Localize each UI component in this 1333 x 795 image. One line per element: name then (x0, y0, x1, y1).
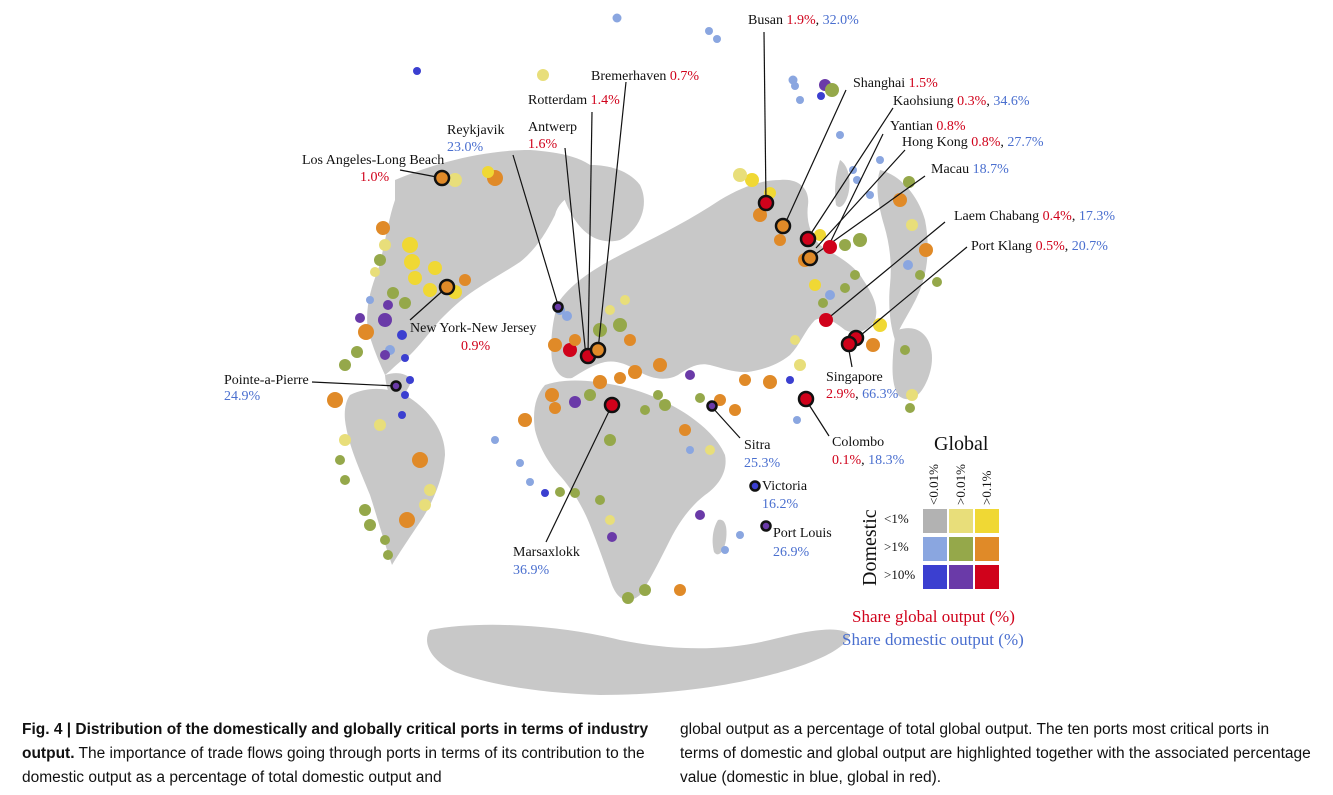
caption-column-left: Fig. 4 | Distribution of the domesticall… (22, 718, 654, 790)
svg-text:26.9%: 26.9% (773, 545, 810, 560)
port-marker-hong-kong[interactable] (801, 249, 819, 267)
svg-text:Rotterdam 1.4%: Rotterdam 1.4% (528, 93, 620, 108)
legend-row-1: <1% (884, 511, 909, 526)
greenland (559, 165, 644, 242)
svg-text:Reykjavik: Reykjavik (447, 123, 505, 138)
port-marker-port-louis[interactable] (760, 520, 772, 532)
svg-text:Hong Kong 0.8%, 27.7%: Hong Kong 0.8%, 27.7% (902, 135, 1044, 150)
legend-swatch-0-1 (949, 509, 973, 533)
port-marker-yantian[interactable] (823, 240, 837, 254)
svg-text:0.1%, 18.3%: 0.1%, 18.3% (832, 453, 905, 468)
eurasia (551, 179, 877, 379)
svg-text:1.0%: 1.0% (360, 170, 390, 185)
legend-swatch-2-0 (923, 565, 947, 589)
svg-text:Singapore: Singapore (826, 370, 883, 385)
svg-text:16.2%: 16.2% (762, 497, 799, 512)
svg-text:Los Angeles-Long Beach: Los Angeles-Long Beach (302, 153, 444, 168)
east-asia-islands (877, 170, 928, 340)
legend-swatch-0-0 (923, 509, 947, 533)
port-marker-marsaxlokk[interactable] (603, 396, 621, 414)
svg-text:23.0%: 23.0% (447, 140, 484, 155)
svg-text:24.9%: 24.9% (224, 389, 261, 404)
svg-text:Port Louis: Port Louis (773, 526, 832, 541)
australia (892, 328, 933, 400)
svg-text:Shanghai 1.5%: Shanghai 1.5% (853, 76, 938, 91)
svg-text:Port Klang 0.5%, 20.7%: Port Klang 0.5%, 20.7% (971, 239, 1108, 254)
port-marker-los-angeles[interactable] (433, 169, 451, 187)
legend-swatch-2-2 (975, 565, 999, 589)
port-marker-colombo[interactable] (797, 390, 815, 408)
svg-text:Colombo: Colombo (832, 435, 884, 450)
caption-figure-title: Fig. 4 | Distribution of the domesticall… (22, 721, 649, 762)
svg-text:Sitra: Sitra (744, 438, 771, 453)
north-america (367, 150, 600, 375)
legend-global-title: Global (934, 433, 989, 455)
port-marker-victoria[interactable] (749, 480, 761, 492)
caption-text-1: The importance of trade flows going thro… (22, 745, 645, 786)
legend-col-3: >0.1% (979, 470, 994, 505)
svg-text:Bremerhaven 0.7%: Bremerhaven 0.7% (591, 69, 699, 84)
svg-text:Antwerp: Antwerp (528, 120, 577, 135)
svg-text:Laem Chabang 0.4%, 17.3%: Laem Chabang 0.4%, 17.3% (954, 209, 1115, 224)
caption-column-right: global output as a percentage of total g… (680, 718, 1312, 790)
legend-swatch-2-1 (949, 565, 973, 589)
legend-color-grid (923, 509, 999, 589)
svg-text:New York-New Jersey: New York-New Jersey (410, 321, 536, 336)
port-marker-new-york[interactable] (438, 278, 456, 296)
africa (534, 380, 726, 601)
port-marker-reykjavik[interactable] (552, 301, 564, 313)
legend-col-2: >0.01% (953, 464, 968, 505)
svg-text:Busan 1.9%, 32.0%: Busan 1.9%, 32.0% (748, 13, 859, 28)
svg-text:2.9%, 66.3%: 2.9%, 66.3% (826, 387, 899, 402)
madagascar (712, 519, 727, 555)
svg-text:Marsaxlokk: Marsaxlokk (513, 545, 580, 560)
svg-text:Kaohsiung 0.3%, 34.6%: Kaohsiung 0.3%, 34.6% (893, 94, 1030, 109)
port-marker-busan[interactable] (757, 194, 775, 212)
legend-swatch-1-1 (949, 537, 973, 561)
south-america (344, 388, 445, 565)
port-marker-pointe-a-pierre[interactable] (390, 380, 402, 392)
port-marker-bremerhaven[interactable] (589, 341, 607, 359)
japan (835, 160, 850, 207)
port-marker-sitra[interactable] (706, 400, 718, 412)
legend-swatch-0-2 (975, 509, 999, 533)
legend-swatch-1-0 (923, 537, 947, 561)
landmasses (344, 150, 933, 695)
svg-text:Victoria: Victoria (762, 479, 808, 494)
svg-text:36.9%: 36.9% (513, 563, 550, 578)
figure-caption: Fig. 4 | Distribution of the domesticall… (22, 718, 1312, 790)
port-marker-kaohsiung[interactable] (799, 230, 817, 248)
port-dots (327, 13, 942, 604)
legend-share-domestic: Share domestic output (%) (842, 630, 1024, 649)
svg-text:25.3%: 25.3% (744, 456, 781, 471)
port-marker-shanghai[interactable] (774, 217, 792, 235)
port-marker-singapore[interactable] (840, 335, 858, 353)
legend-row-3: >10% (884, 567, 915, 582)
port-marker-laem-chabang[interactable] (819, 313, 833, 327)
svg-text:0.9%: 0.9% (461, 339, 491, 354)
legend-row-2: >1% (884, 539, 909, 554)
legend: Global <0.01% >0.01% >0.1% Domestic <1% … (842, 433, 1024, 649)
svg-text:Pointe-a-Pierre: Pointe-a-Pierre (224, 373, 309, 388)
legend-domestic-title: Domestic (859, 509, 881, 586)
world-port-map: Busan 1.9%, 32.0% Bremerhaven 0.7% Shang… (224, 13, 1115, 695)
highlighted-ports (390, 169, 865, 532)
port-labels: Busan 1.9%, 32.0% Bremerhaven 0.7% Shang… (224, 13, 1115, 578)
svg-text:1.6%: 1.6% (528, 137, 558, 152)
legend-swatch-1-2 (975, 537, 999, 561)
legend-share-global: Share global output (%) (852, 607, 1015, 626)
legend-col-1: <0.01% (926, 464, 941, 505)
antarctica (427, 624, 850, 695)
svg-text:Macau 18.7%: Macau 18.7% (931, 162, 1009, 177)
caption-text-2: global output as a percentage of total g… (680, 721, 1311, 786)
svg-text:Yantian 0.8%: Yantian 0.8% (890, 119, 966, 134)
